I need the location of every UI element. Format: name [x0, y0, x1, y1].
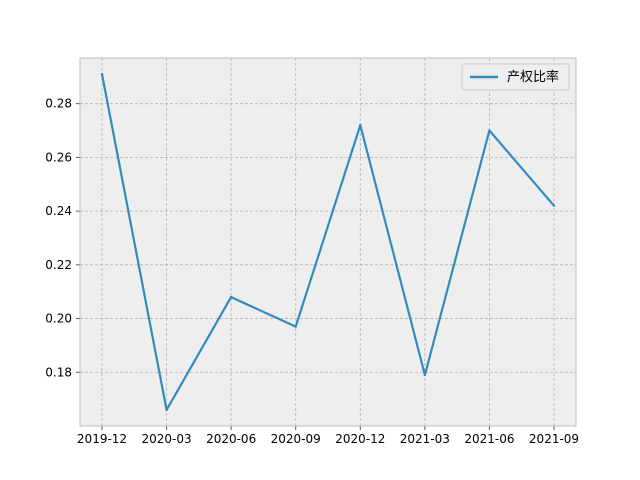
y-tick-labels: 0.18 0.20 0.22 0.24 0.26 0.28: [45, 97, 72, 380]
data-point: [100, 72, 104, 76]
x-tick-label: 2020-06: [206, 432, 256, 446]
x-tick-label: 2019-12: [77, 432, 127, 446]
plot-frame: [79, 57, 577, 427]
data-point: [165, 408, 168, 412]
data-point: [294, 325, 297, 328]
y-tick-label: 0.28: [45, 97, 72, 111]
plot-area: [80, 58, 576, 426]
data-point: [229, 295, 233, 299]
series-line: [100, 73, 555, 411]
y-tick-label: 0.26: [45, 150, 72, 164]
x-tick-label: 2021-03: [400, 432, 450, 446]
y-tick-label: 0.18: [45, 365, 72, 379]
data-point: [359, 123, 362, 127]
y-tick-label: 0.24: [45, 204, 72, 218]
legend-label: 产权比率: [507, 69, 559, 85]
y-tick-label: 0.22: [45, 258, 72, 272]
data-point: [488, 129, 491, 132]
data-point: [552, 204, 556, 207]
x-tick-label: 2021-06: [464, 432, 514, 446]
grid-lines: [76, 58, 576, 430]
x-tick-label: 2020-03: [142, 432, 192, 446]
x-tick-label: 2021-09: [529, 432, 579, 446]
legend-box: [461, 63, 570, 91]
y-tick-label: 0.20: [45, 312, 72, 326]
legend: 产权比率: [461, 63, 570, 91]
x-tick-label: 2020-12: [335, 432, 385, 446]
x-tick-labels: 2019-12 2020-03 2020-06 2020-09 2020-12 2021-…: [77, 432, 579, 446]
data-point: [423, 373, 427, 377]
x-tick-label: 2020-09: [271, 432, 321, 446]
series-layer: [100, 72, 556, 412]
